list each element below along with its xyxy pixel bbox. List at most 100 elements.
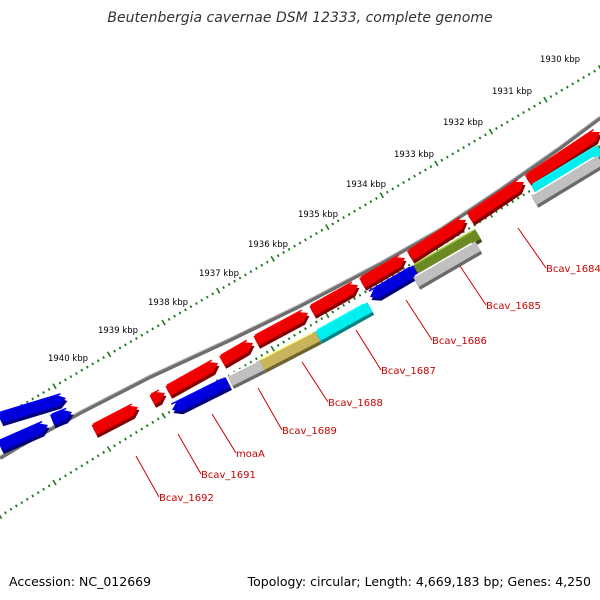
scale-tick (36, 491, 40, 495)
scale-tick (342, 216, 345, 220)
cds-feature-body (407, 219, 466, 261)
scale-tick (500, 123, 504, 127)
scale-tick (429, 165, 433, 169)
scale-tick (25, 400, 29, 404)
scale-tick (200, 298, 204, 302)
backbone-highlight (0, 115, 600, 457)
cds-feature-highlight (316, 303, 365, 331)
scale-tick (14, 504, 18, 508)
scale-tick (260, 263, 264, 267)
scale-tick (52, 479, 57, 486)
cds-feature-highlight (310, 281, 353, 306)
cds-feature-body (413, 229, 481, 275)
scale-tick (413, 174, 416, 178)
scale-tick (184, 308, 187, 312)
scale-tick (52, 383, 57, 390)
cds-feature-highlight (468, 178, 519, 213)
gene-label: Bcav_1689 (282, 426, 337, 437)
backbone-line (0, 116, 600, 460)
gene-label: Bcav_1684 (546, 264, 600, 275)
scale-tick (85, 365, 89, 369)
scale-tick (156, 324, 160, 328)
scale-tick (20, 501, 24, 505)
scale-tick (195, 301, 198, 305)
cds-feature (531, 155, 600, 208)
cds-feature-highlight (166, 359, 213, 386)
scale-tick (265, 260, 269, 264)
scale-tick (205, 295, 209, 299)
scale-tick (0, 514, 3, 520)
cds-feature-body (370, 265, 419, 298)
scale-tick (396, 184, 400, 188)
scale-tick (325, 224, 330, 231)
cds-feature (253, 309, 310, 349)
scale-tick (173, 314, 176, 318)
scale-tick (488, 128, 494, 135)
scale-tick (145, 424, 149, 428)
cds-feature-body (466, 181, 524, 223)
scale-tick (320, 228, 324, 232)
scale-tick (254, 357, 258, 361)
scale-tick (473, 139, 476, 143)
scale-tick (418, 171, 422, 175)
cds-feature-body (359, 257, 405, 288)
scale-tick (331, 310, 335, 314)
scale-tick (462, 146, 465, 150)
scale-tick (151, 420, 155, 424)
scale-tick (320, 317, 324, 321)
gene-label-connector (301, 361, 329, 403)
cds-feature-body (172, 377, 231, 412)
scale-label: 1931 kbp (492, 87, 532, 97)
scale-tick (106, 351, 112, 358)
scale-tick (102, 450, 106, 454)
cds-feature-highlight (408, 216, 461, 251)
scale-tick (560, 88, 564, 92)
scale-label: 1933 kbp (394, 150, 434, 160)
scale-tick (467, 226, 471, 230)
cds-feature (0, 393, 68, 427)
gene-label-connector (211, 413, 237, 454)
cds-feature (219, 339, 255, 369)
accession-text: Accession: NC_012669 (9, 574, 152, 589)
scale-tick (375, 196, 378, 200)
cds-feature-body (91, 405, 138, 435)
scale-tick (244, 273, 247, 277)
scale-tick (189, 305, 193, 309)
scale-label: 1935 kbp (298, 210, 338, 220)
cds-feature (227, 360, 266, 389)
scale-tick (156, 417, 160, 421)
scale-tick (42, 391, 45, 395)
scale-tick (587, 72, 591, 76)
scale-tick (151, 327, 155, 331)
scale-tick (47, 484, 51, 488)
cds-feature (413, 241, 483, 290)
scale-tick (276, 254, 280, 258)
cds-feature-highlight (170, 378, 223, 405)
scale-tick (511, 200, 515, 204)
gene-labels: Bcav_1684 Bcav_1685 Bcav_1686 Bcav_1687 Bcav… (135, 227, 600, 504)
scale-tick (47, 387, 51, 391)
scale-tick (314, 320, 318, 324)
scale-tick (238, 276, 242, 280)
scale-tick (31, 494, 35, 498)
genome-backbone (0, 115, 600, 460)
scale-tick (113, 444, 116, 448)
scale-tick (25, 497, 29, 501)
scale-tick (106, 446, 112, 453)
scale-tick (124, 437, 127, 441)
scale-tick (96, 454, 100, 458)
gene-label-connector (355, 329, 382, 371)
scale-tick (64, 474, 67, 478)
scale-tick (336, 307, 340, 311)
scale-tick (69, 375, 73, 379)
cds-feature-highlight (92, 403, 133, 425)
cds-feature (359, 254, 407, 291)
scale-label: 1940 kbp (48, 354, 88, 364)
scale-tick (118, 440, 122, 444)
scale-label: 1936 kbp (248, 240, 288, 250)
scale-tick (543, 96, 548, 103)
scale-tick (309, 323, 313, 327)
cds-feature-highlight (228, 361, 257, 376)
scale-tick (222, 286, 225, 290)
